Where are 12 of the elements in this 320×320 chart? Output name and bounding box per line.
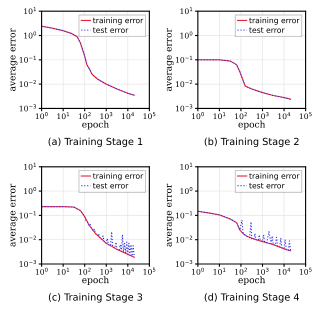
text: (c) Training Stage 3 — [48, 293, 142, 303]
y-axis-title: average error — [166, 28, 174, 91]
x-axis-title: epoch — [82, 120, 109, 130]
x-axis-title: epoch — [238, 276, 266, 285]
text: (b) Training Stage 2 — [204, 138, 299, 148]
x-axis-title: epoch — [82, 276, 109, 285]
y-axis-title: average error — [10, 28, 18, 91]
y-axis-title: average error — [166, 184, 174, 247]
text: (a) Training Stage 1 — [48, 138, 142, 148]
text: (d) Training Stage 4 — [204, 293, 300, 303]
x-axis-title: epoch — [238, 120, 266, 130]
y-axis-title: average error — [10, 184, 18, 247]
